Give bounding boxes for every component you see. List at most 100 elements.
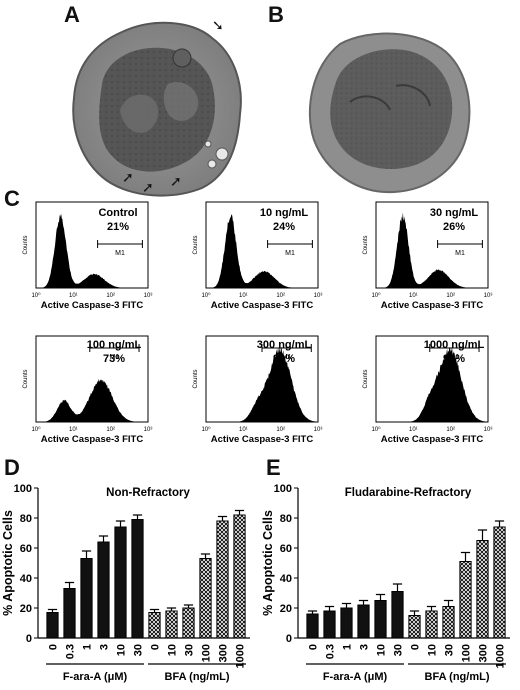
group-label: F-ara-A (μM) bbox=[63, 671, 128, 683]
flow-histogram bbox=[206, 346, 318, 422]
flow-condition-label: 10 ng/mL bbox=[260, 207, 309, 219]
gate-bracket bbox=[429, 344, 480, 352]
x-tick-label: 1 bbox=[82, 644, 94, 650]
x-tick-label: 0.3 bbox=[325, 644, 337, 659]
gate-bracket bbox=[89, 344, 140, 352]
flow-tick-label: 10³ bbox=[314, 293, 323, 299]
error-bar bbox=[477, 529, 488, 541]
error-bar bbox=[183, 604, 194, 608]
x-tick-label: 3 bbox=[99, 644, 111, 650]
chart-title: Fludarabine-Refractory bbox=[345, 487, 472, 499]
flow-tick-label: 10³ bbox=[144, 293, 153, 299]
arrow-marker: ➚ bbox=[122, 169, 134, 185]
flow-tick-label: 10² bbox=[106, 427, 115, 433]
x-tick-label: 10 bbox=[167, 644, 179, 656]
flow-tick-label: 10² bbox=[106, 293, 115, 299]
y-tick-label: 40 bbox=[20, 573, 32, 585]
flow-panel: M1 1000 ng/mL 92% Counts 10⁰ 10¹ 10² 10³Active … bbox=[363, 335, 492, 445]
flow-x-axis-label: Active Caspase-3 FITC bbox=[41, 300, 144, 311]
flow-x-axis-label: Active Caspase-3 FITC bbox=[381, 434, 484, 445]
error-bar bbox=[426, 605, 437, 611]
gate-label: M1 bbox=[455, 250, 465, 257]
gate-label: M1 bbox=[285, 250, 295, 257]
error-bar bbox=[217, 515, 228, 521]
y-tick-label: 40 bbox=[280, 573, 292, 585]
flow-y-axis-label: Counts bbox=[363, 369, 369, 388]
bar bbox=[114, 526, 127, 639]
error-bar bbox=[98, 535, 109, 542]
flow-tick-label: 10⁰ bbox=[201, 426, 211, 433]
arrow-marker: ➘ bbox=[212, 17, 224, 33]
error-bar bbox=[494, 520, 505, 527]
x-tick-label: 3 bbox=[359, 644, 371, 650]
gate-bracket bbox=[261, 344, 312, 352]
group-label: BFA (ng/mL) bbox=[425, 671, 490, 683]
bar bbox=[374, 600, 387, 639]
x-tick-label: 0 bbox=[410, 644, 422, 650]
flow-percentage: 73% bbox=[103, 353, 125, 365]
gate-bracket bbox=[437, 240, 483, 248]
bar bbox=[182, 607, 195, 639]
error-bar bbox=[307, 610, 318, 614]
chart-title: Non-Refractory bbox=[106, 487, 190, 499]
flow-x-axis-label: Active Caspase-3 FITC bbox=[211, 434, 314, 445]
error-bar bbox=[149, 608, 160, 613]
x-tick-label: 10 bbox=[376, 644, 388, 656]
flow-percentage: 26% bbox=[443, 221, 465, 233]
flow-y-axis-label: Counts bbox=[23, 369, 29, 388]
flow-tick-label: 10¹ bbox=[239, 427, 248, 433]
flow-histogram bbox=[376, 212, 488, 288]
y-tick-label: 60 bbox=[280, 543, 292, 555]
bar-chart-fludarabine-refractory: Fludarabine-Refractory % Apoptotic Cells 0… bbox=[261, 483, 510, 683]
bar bbox=[199, 558, 212, 639]
y-tick-label: 0 bbox=[26, 633, 32, 645]
y-tick-label: 80 bbox=[20, 513, 32, 525]
bar bbox=[148, 612, 161, 639]
group-label: BFA (ng/mL) bbox=[165, 671, 230, 683]
error-bar bbox=[64, 581, 75, 589]
error-bar bbox=[324, 605, 335, 611]
y-tick-label: 80 bbox=[280, 513, 292, 525]
flow-percentage: 92% bbox=[443, 353, 465, 365]
bar bbox=[46, 612, 59, 639]
y-tick-label: 20 bbox=[280, 603, 292, 615]
flow-tick-label: 10³ bbox=[144, 427, 153, 433]
x-tick-label: 1 bbox=[342, 644, 354, 650]
x-tick-label: 30 bbox=[393, 644, 405, 656]
y-tick-label: 0 bbox=[286, 633, 292, 645]
flow-y-axis-label: Counts bbox=[193, 235, 199, 254]
flow-condition-label: 100 ng/mL bbox=[87, 339, 142, 351]
flow-tick-label: 10² bbox=[446, 293, 455, 299]
bar bbox=[357, 604, 370, 639]
y-tick-label: 100 bbox=[14, 483, 32, 495]
panel-label-c: C bbox=[4, 186, 20, 211]
flow-tick-label: 10¹ bbox=[69, 427, 78, 433]
error-bar bbox=[358, 599, 369, 605]
x-tick-label: 0.3 bbox=[65, 644, 77, 659]
bar bbox=[459, 561, 472, 639]
error-bar bbox=[132, 514, 143, 520]
error-bar bbox=[115, 520, 126, 527]
flow-condition-label: 300 ng/mL bbox=[257, 339, 312, 351]
flow-tick-label: 10³ bbox=[314, 427, 323, 433]
bar bbox=[476, 540, 489, 639]
bar bbox=[493, 526, 506, 639]
bar bbox=[425, 610, 438, 639]
y-axis-label: % Apoptotic Cells bbox=[1, 510, 15, 616]
flow-histogram bbox=[206, 214, 318, 288]
bar bbox=[131, 519, 144, 639]
y-tick-label: 60 bbox=[20, 543, 32, 555]
y-axis-label: % Apoptotic Cells bbox=[261, 510, 275, 616]
bar bbox=[408, 615, 421, 639]
error-bar bbox=[81, 550, 92, 559]
arrow-marker: ➚ bbox=[142, 179, 154, 195]
bar bbox=[97, 541, 110, 639]
bar bbox=[216, 520, 229, 639]
error-bar bbox=[375, 593, 386, 601]
gate-label: M1 bbox=[115, 250, 125, 257]
error-bar bbox=[47, 608, 58, 613]
gate-label: M1 bbox=[450, 354, 460, 361]
error-bar bbox=[392, 583, 403, 592]
